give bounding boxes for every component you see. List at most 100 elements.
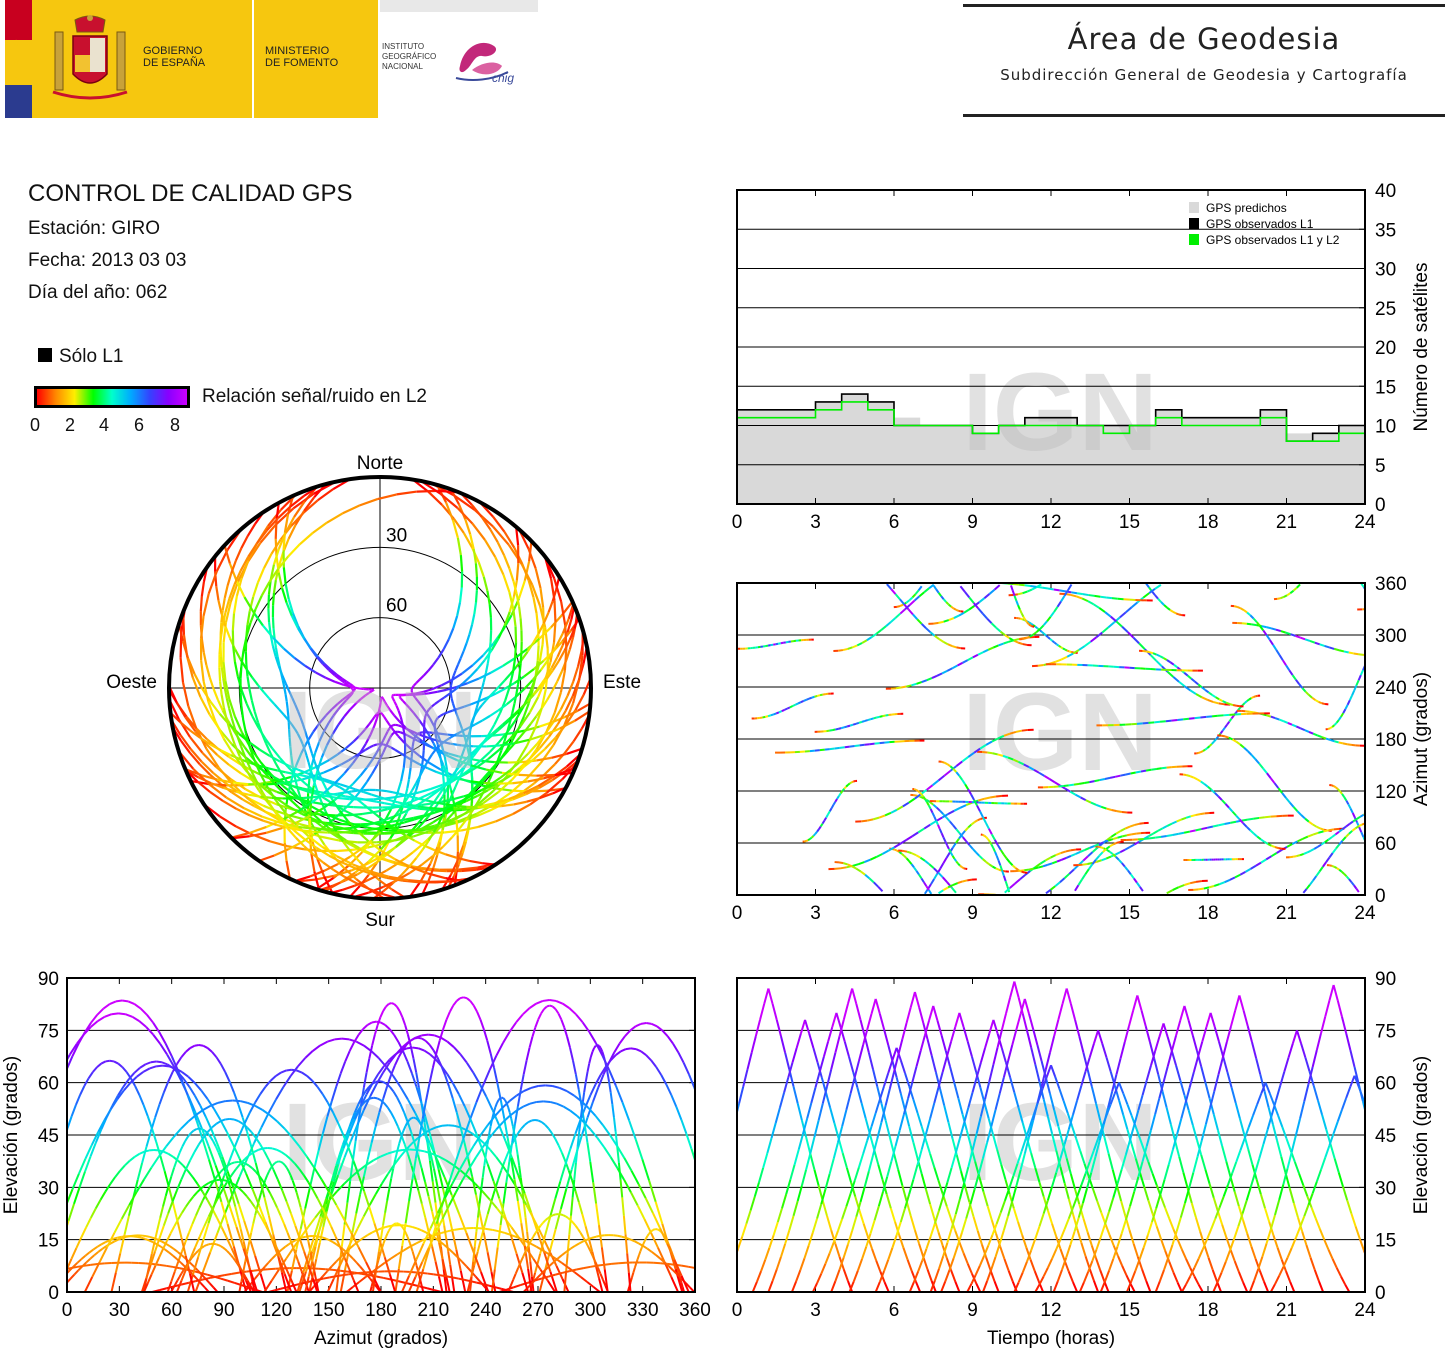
track-segment (374, 808, 388, 814)
track-segment (217, 600, 223, 615)
track-segment (356, 1040, 365, 1047)
track-segment (286, 804, 303, 815)
track-segment (1309, 879, 1314, 886)
track-segment (184, 1136, 189, 1142)
track-segment (924, 798, 928, 803)
track-segment (121, 1235, 127, 1240)
track-segment (499, 769, 511, 779)
track-segment (266, 1170, 270, 1177)
track-segment (202, 651, 208, 666)
track-segment (1236, 605, 1241, 610)
track-segment (199, 696, 211, 715)
track-segment (384, 831, 402, 835)
track-segment (487, 748, 501, 760)
legend-label: GPS observados L1 (1206, 217, 1314, 231)
track-segment (1178, 884, 1185, 889)
track-segment (1333, 647, 1340, 652)
track-segment (951, 842, 957, 849)
track-segment (428, 1033, 435, 1037)
track-segment (405, 727, 411, 732)
track-segment (122, 1078, 130, 1088)
track-segment (388, 1002, 392, 1005)
track-segment (353, 1103, 360, 1113)
track-segment (1278, 654, 1284, 661)
track-segment (937, 592, 942, 597)
track-segment (419, 731, 423, 735)
track-segment (515, 1013, 524, 1023)
track-segment (248, 741, 261, 751)
track-segment (459, 1270, 467, 1292)
track-segment (1378, 808, 1382, 809)
track-segment (364, 746, 371, 751)
track-segment (187, 1170, 194, 1178)
track-segment (368, 1045, 374, 1059)
track-segment (1231, 810, 1237, 817)
track-segment (215, 586, 220, 601)
track-segment (427, 767, 438, 774)
track-segment (487, 782, 500, 792)
track-segment (514, 706, 525, 721)
track-segment (1230, 715, 1235, 720)
track-segment (417, 700, 423, 707)
track-segment (1095, 631, 1103, 638)
track-segment (660, 1074, 668, 1085)
track-segment (1180, 816, 1187, 821)
track-segment (1289, 801, 1295, 808)
track-segment (412, 712, 420, 720)
track-segment (264, 1262, 270, 1268)
track-segment (1186, 774, 1191, 778)
track-segment (536, 732, 547, 745)
x-tick-label: 12 (1040, 512, 1061, 533)
track-segment (870, 717, 874, 721)
track-segment (145, 1131, 152, 1148)
track-segment (1303, 851, 1308, 855)
track-segment (228, 1147, 236, 1162)
track-segment (973, 819, 979, 824)
track-segment (896, 849, 900, 853)
track-segment (1024, 870, 1031, 876)
track-segment (357, 1175, 365, 1192)
track-segment (109, 1240, 115, 1245)
track-segment (1208, 884, 1215, 889)
track-segment (524, 1121, 529, 1126)
track-segment (292, 772, 301, 777)
track-segment (508, 1021, 518, 1033)
track-segment (446, 1040, 455, 1048)
track-segment (125, 1013, 133, 1018)
track-segment (206, 1132, 212, 1138)
track-segment (829, 747, 835, 751)
track-segment (376, 1275, 384, 1279)
track-segment (1002, 754, 1009, 759)
track-segment (325, 1180, 333, 1199)
track-segment (247, 764, 254, 775)
track-segment (187, 1132, 192, 1138)
track-segment (403, 816, 415, 821)
track-segment (940, 595, 945, 600)
track-segment (223, 786, 237, 793)
track-segment (242, 1248, 252, 1271)
track-segment (1432, 585, 1437, 587)
track-segment (1029, 633, 1034, 638)
track-segment (1053, 606, 1059, 613)
track-segment (303, 749, 308, 756)
track-segment (390, 746, 396, 751)
track-segment (1121, 834, 1128, 838)
track-segment (1056, 600, 1062, 608)
track-segment (1135, 770, 1142, 774)
track-segment (67, 1053, 71, 1062)
track-segment (322, 861, 335, 871)
track-segment (286, 1270, 293, 1292)
track-segment (926, 677, 933, 682)
track-segment (1111, 809, 1117, 813)
track-segment (354, 1105, 362, 1120)
track-segment (322, 822, 335, 833)
track-segment (528, 677, 537, 694)
track-segment (396, 1096, 402, 1105)
track-segment (645, 1235, 649, 1239)
track-segment (1343, 873, 1348, 878)
track-segment (340, 1224, 346, 1247)
track-segment (136, 1235, 142, 1239)
track-segment (680, 1119, 688, 1135)
track-segment (597, 1074, 605, 1088)
